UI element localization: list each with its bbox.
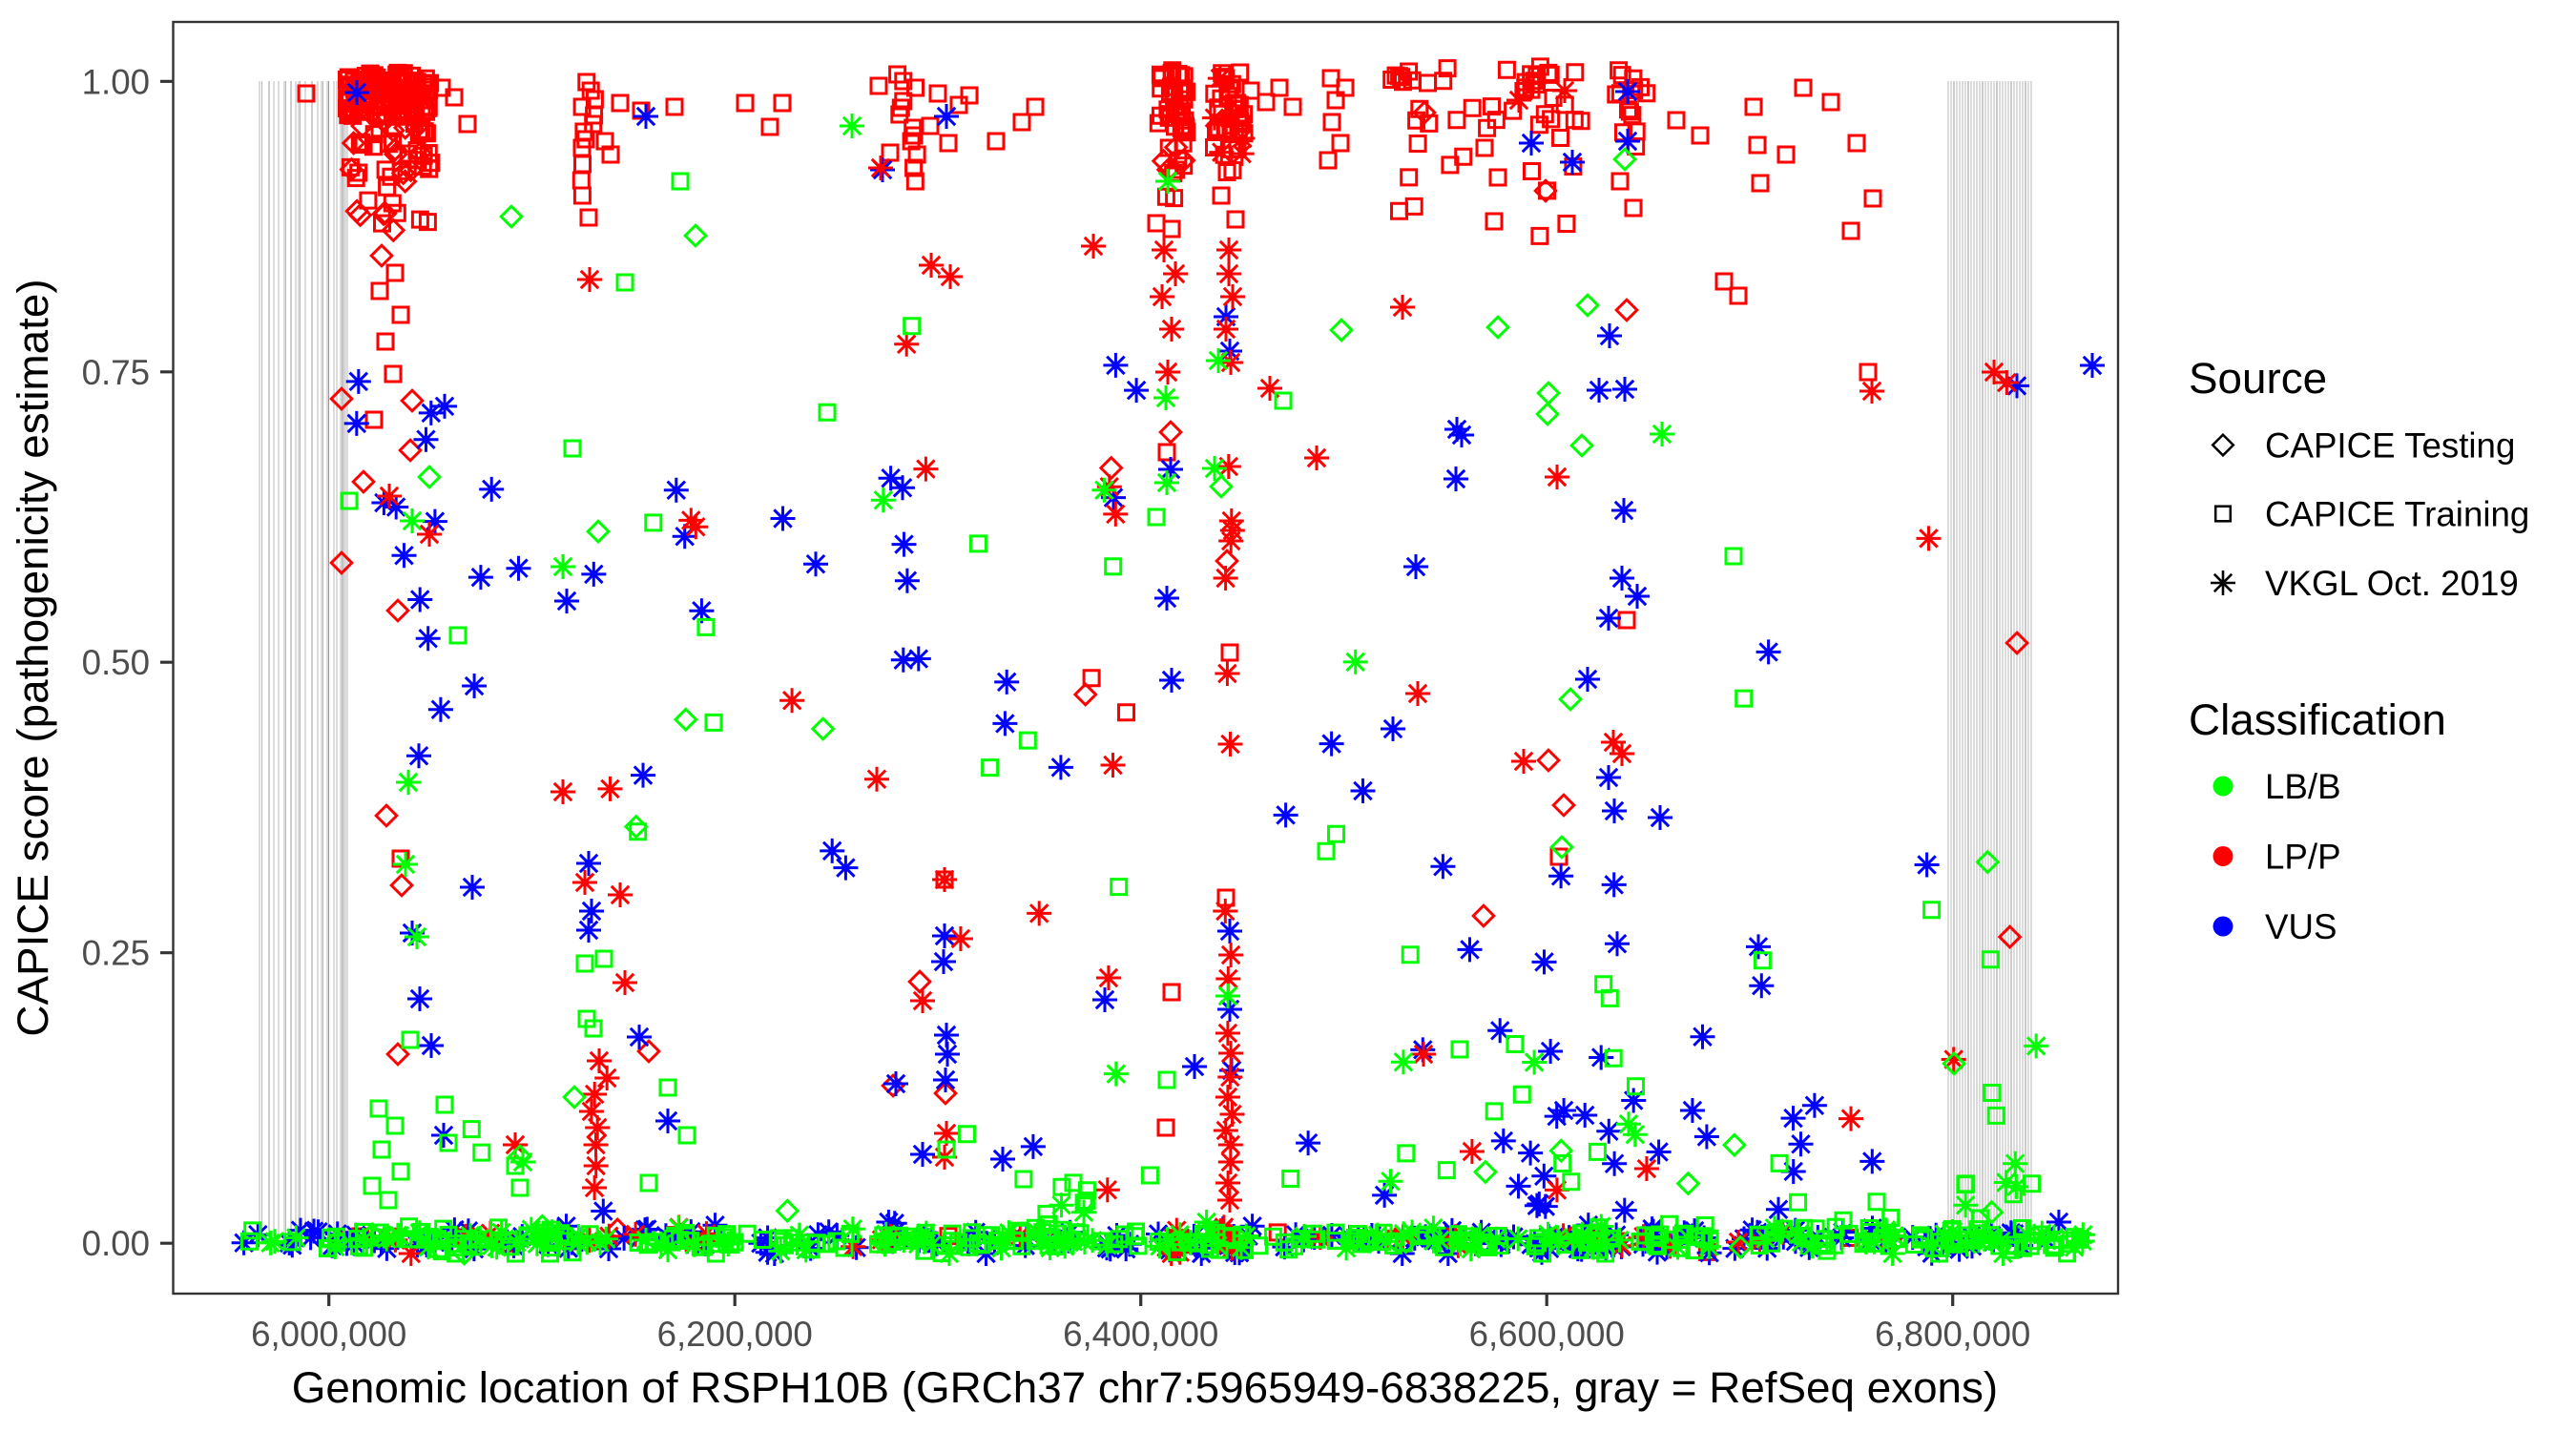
svg-text:CAPICE Testing: CAPICE Testing xyxy=(2265,426,2515,466)
svg-text:1.00: 1.00 xyxy=(82,62,150,101)
svg-text:6,600,000: 6,600,000 xyxy=(1469,1315,1625,1354)
svg-text:6,800,000: 6,800,000 xyxy=(1875,1315,2030,1354)
svg-text:CAPICE score (pathogenicity es: CAPICE score (pathogenicity estimate) xyxy=(9,279,57,1036)
svg-text:Genomic location of RSPH10B (G: Genomic location of RSPH10B (GRCh37 chr7… xyxy=(292,1363,1998,1412)
svg-text:0.00: 0.00 xyxy=(82,1224,150,1263)
svg-text:6,200,000: 6,200,000 xyxy=(657,1315,813,1354)
svg-text:LP/P: LP/P xyxy=(2265,838,2341,877)
svg-text:0.75: 0.75 xyxy=(82,353,150,392)
svg-text:VKGL Oct. 2019: VKGL Oct. 2019 xyxy=(2265,564,2519,603)
svg-text:Classification: Classification xyxy=(2189,695,2446,744)
svg-text:0.25: 0.25 xyxy=(82,934,150,973)
svg-text:Source: Source xyxy=(2189,354,2327,403)
svg-text:VUS: VUS xyxy=(2265,907,2337,946)
svg-text:LB/B: LB/B xyxy=(2265,767,2341,806)
svg-text:6,400,000: 6,400,000 xyxy=(1063,1315,1218,1354)
svg-text:0.50: 0.50 xyxy=(82,643,150,682)
svg-text:CAPICE Training: CAPICE Training xyxy=(2265,495,2529,534)
svg-text:6,000,000: 6,000,000 xyxy=(251,1315,406,1354)
